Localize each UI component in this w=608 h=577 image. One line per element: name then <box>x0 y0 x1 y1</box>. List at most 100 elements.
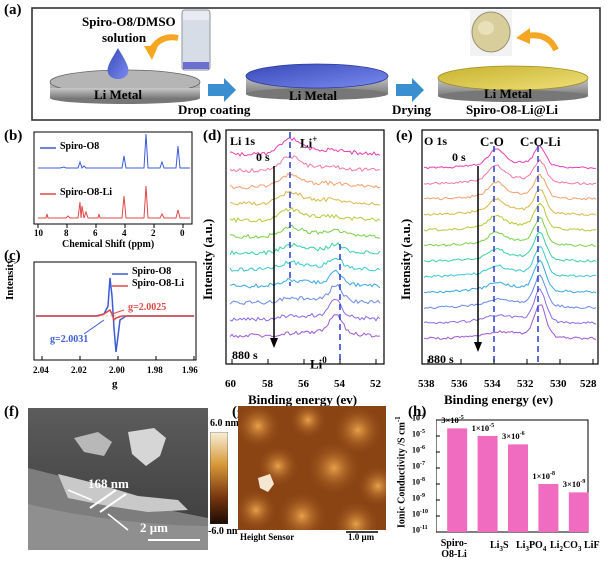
drop-coating-label: Drop coating <box>178 102 251 117</box>
solution-droplet-icon <box>107 48 129 79</box>
sem-thickness-label: 168 nm <box>88 476 129 491</box>
conductivity-bar-value-label: 3×10-9 <box>562 479 586 490</box>
category-label-li3s: Li3S <box>490 540 509 553</box>
li1s-spectrum-curve <box>229 269 381 289</box>
o1s-time-bottom: 880 s <box>428 352 454 366</box>
conductivity-bar-4 <box>538 484 559 532</box>
conductivity-bar-1 <box>447 428 468 532</box>
panel-d-label: (d) <box>203 128 222 144</box>
drying-label: Drying <box>392 102 431 117</box>
o1s-tick-532: 532 <box>517 378 534 390</box>
li1s-spectrum-curve <box>229 136 381 157</box>
panel-b-nmr-plot <box>33 131 193 228</box>
o1s-tick-530: 530 <box>550 378 567 390</box>
o1s-spectrum-curve <box>423 245 597 278</box>
epr-tick-1: 2.04 <box>33 365 49 375</box>
conductivity-bar-value-label: 1×10-5 <box>471 423 495 433</box>
li1s-spectrum-curve <box>229 190 381 207</box>
li1s-spectrum-curve <box>229 257 381 272</box>
disc-3-label: Li Metal <box>484 86 533 101</box>
conductivity-bar-2 <box>477 436 498 532</box>
conductivity-bar-5 <box>568 492 589 532</box>
epr-annotation-blue: g=2.0031 <box>50 334 89 345</box>
o1s-x-axis-label: Binding energy (ev) <box>444 392 554 407</box>
o1s-spectrum-curve <box>423 259 597 294</box>
o1s-tick-528: 528 <box>580 378 597 390</box>
li1s-x-axis-label: Binding energy (ev) <box>248 392 358 407</box>
nmr-tick-4: 4 <box>122 228 127 238</box>
o1s-spectrum-curve <box>423 202 597 232</box>
o1s-spectra-group <box>423 145 597 341</box>
colorbar-bottom-label: -6.0 nm <box>208 526 241 537</box>
panel-f-label: (f) <box>4 404 19 420</box>
li-metal-disc-2 <box>245 63 389 100</box>
c-o-peak-label: C-O <box>480 134 504 149</box>
curl-arrow-2-icon <box>525 32 559 52</box>
epr-y-axis-label: Intensity <box>4 258 16 300</box>
conductivity-y-tick-label: 10-4 <box>412 413 425 423</box>
coated-li-photo <box>470 10 512 56</box>
conductivity-y-tick-label: 10-11 <box>412 525 428 535</box>
li1s-time-top: 0 s <box>256 150 270 164</box>
afm-scale-label: 1.0 μm <box>348 532 375 542</box>
li1s-spectrum-curve <box>229 224 381 239</box>
conductivity-bar-value-label: 1×10-8 <box>532 471 555 481</box>
category-label-spiro: Spiro-O8-Li <box>440 538 468 560</box>
panel-b-label: (b) <box>4 128 23 144</box>
panel-e-label: (e) <box>396 128 413 144</box>
conductivity-y-tick-label: 10-8 <box>412 477 425 487</box>
o1s-title: O 1s <box>424 134 448 148</box>
li1s-spectrum-curve <box>229 206 381 223</box>
panel-c-label: (c) <box>4 248 21 264</box>
o1s-tick-534: 534 <box>484 378 501 390</box>
li1s-spectrum-curve <box>229 242 381 256</box>
sem-image <box>28 408 208 550</box>
li1s-spectrum-curve <box>229 314 381 339</box>
panel-a-label: (a) <box>4 2 22 18</box>
panel-d-li1s-xps <box>225 129 385 365</box>
panel-e-o1s-xps <box>421 129 599 365</box>
li1s-title: Li 1s <box>230 134 256 148</box>
epr-tick-4: 1.98 <box>147 365 163 375</box>
afm-colorbar <box>210 432 228 524</box>
epr-x-axis-label: g <box>112 378 118 390</box>
conductivity-y-tick-label: 10-6 <box>412 445 425 455</box>
annotation-arrow-blue <box>83 319 105 335</box>
o1s-spectrum-curve <box>423 304 597 341</box>
conductivity-y-tick-label: 10-5 <box>412 429 425 439</box>
conductivity-bar-value-label: 3×10-6 <box>502 431 525 442</box>
nmr-tick-10: 10 <box>34 228 43 238</box>
sem-scale-label: 2 μm <box>140 520 168 535</box>
li1s-tick-52: 52 <box>370 378 381 390</box>
o1s-spectrum-curve <box>423 274 597 310</box>
li1s-tick-58: 58 <box>262 378 273 390</box>
disc-1-label: Li Metal <box>94 87 143 102</box>
o1s-y-axis-label: Intensity (a.u.) <box>398 218 413 300</box>
conductivity-y-axis-label: Ionic Conductivity /S cm-1 <box>394 416 408 528</box>
o1s-spectrum-curve <box>423 189 597 217</box>
conductivity-y-tick-label: 10-9 <box>412 493 425 503</box>
li1s-tick-56: 56 <box>298 378 309 390</box>
li1s-spectrum-curve <box>229 172 381 190</box>
epr-legend-text-1: Spiro-O8 <box>132 266 172 277</box>
panel-a-frame <box>31 7 601 121</box>
nmr-x-axis-label: Chemical Shift (ppm) <box>62 239 155 250</box>
process-arrow-2-icon <box>396 78 424 102</box>
epr-legend-text-2: Spiro-O8-Li <box>132 278 185 289</box>
solution-label-1: Spiro-O8/DMSO <box>82 14 176 29</box>
product-label: Spiro-O8-Li@Li <box>466 102 559 117</box>
afm-image <box>238 406 386 546</box>
disc-2-label: Li Metal <box>289 88 338 103</box>
li-plus-label: Li+ <box>300 134 318 151</box>
conductivity-y-tick-label: 10-7 <box>412 461 425 471</box>
colorbar-top-label: 6.0 nm <box>210 418 239 429</box>
o1s-spectrum-curve <box>423 288 597 325</box>
o1s-spectrum-curve <box>423 145 597 170</box>
category-label-li3po4: Li3PO4 <box>516 540 547 553</box>
annotation-arrow-red <box>111 309 125 315</box>
nmr-tick-8: 8 <box>64 228 69 238</box>
li1s-y-axis-label: Intensity (a.u.) <box>200 218 215 300</box>
nmr-spectrum-spiro-o8-li <box>38 185 190 219</box>
li-zero-label: Li0 <box>310 355 327 372</box>
